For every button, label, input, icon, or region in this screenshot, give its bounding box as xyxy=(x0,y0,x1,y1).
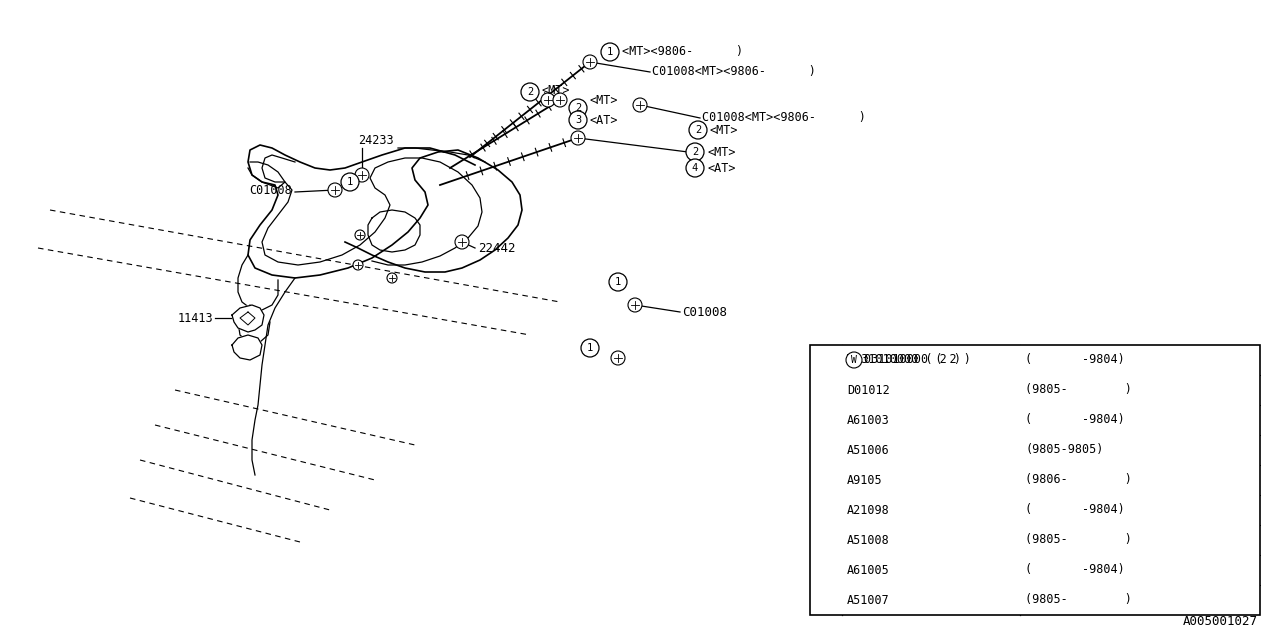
Text: <MT>: <MT> xyxy=(541,83,571,97)
Text: 2: 2 xyxy=(695,125,701,135)
Text: 11413: 11413 xyxy=(178,312,214,324)
Text: 2: 2 xyxy=(692,147,698,157)
Circle shape xyxy=(570,99,588,117)
Text: A51008: A51008 xyxy=(847,534,890,547)
Circle shape xyxy=(686,143,704,161)
Circle shape xyxy=(686,159,704,177)
Text: 1: 1 xyxy=(823,370,829,380)
Circle shape xyxy=(689,121,707,139)
Text: C01008: C01008 xyxy=(250,184,292,196)
Text: (       -9804): ( -9804) xyxy=(1025,563,1125,577)
Text: 1: 1 xyxy=(586,343,593,353)
Text: <MT><9806-      ): <MT><9806- ) xyxy=(622,45,744,58)
Text: W031010000 ( 2 ): W031010000 ( 2 ) xyxy=(847,353,961,367)
Circle shape xyxy=(581,339,599,357)
Text: 3: 3 xyxy=(823,520,829,530)
Circle shape xyxy=(387,273,397,283)
Text: C01008<MT><9806-      ): C01008<MT><9806- ) xyxy=(652,65,815,79)
Circle shape xyxy=(570,111,588,129)
Text: 1: 1 xyxy=(607,47,613,57)
Circle shape xyxy=(355,168,369,182)
Text: C01008: C01008 xyxy=(682,305,727,319)
Text: A9105: A9105 xyxy=(847,474,883,486)
Text: 4: 4 xyxy=(692,163,698,173)
Text: 2: 2 xyxy=(527,87,534,97)
Text: 3: 3 xyxy=(575,115,581,125)
Text: 1: 1 xyxy=(614,277,621,287)
Text: <MT>: <MT> xyxy=(708,145,736,159)
Circle shape xyxy=(355,230,365,240)
Text: 2: 2 xyxy=(575,103,581,113)
Text: <AT>: <AT> xyxy=(708,161,736,175)
Polygon shape xyxy=(232,335,262,360)
Bar xyxy=(810,345,1260,615)
Text: (       -9804): ( -9804) xyxy=(1025,413,1125,426)
Text: (       -9804): ( -9804) xyxy=(1025,353,1125,367)
Text: <AT>: <AT> xyxy=(590,113,618,127)
Text: 24233: 24233 xyxy=(358,134,394,147)
Text: (9805-9805): (9805-9805) xyxy=(1025,444,1103,456)
Circle shape xyxy=(846,352,861,368)
Text: (9805-        ): (9805- ) xyxy=(1025,534,1132,547)
Text: A005001027: A005001027 xyxy=(1183,615,1258,628)
Circle shape xyxy=(634,98,646,112)
Text: W: W xyxy=(851,355,856,365)
Circle shape xyxy=(521,83,539,101)
Circle shape xyxy=(817,365,836,385)
Circle shape xyxy=(541,93,556,107)
Text: D01012: D01012 xyxy=(847,383,890,397)
Circle shape xyxy=(817,440,836,460)
Circle shape xyxy=(353,260,364,270)
Text: C01008<MT><9806-      ): C01008<MT><9806- ) xyxy=(701,111,865,125)
Circle shape xyxy=(340,173,358,191)
Text: A61003: A61003 xyxy=(847,413,890,426)
Text: (9806-        ): (9806- ) xyxy=(1025,474,1132,486)
Circle shape xyxy=(553,93,567,107)
Circle shape xyxy=(611,351,625,365)
Polygon shape xyxy=(232,305,264,332)
Text: (9805-        ): (9805- ) xyxy=(1025,593,1132,607)
Text: 2: 2 xyxy=(823,445,829,455)
Text: A61005: A61005 xyxy=(847,563,890,577)
Circle shape xyxy=(817,575,836,595)
Text: (       -9804): ( -9804) xyxy=(1025,504,1125,516)
Text: 1: 1 xyxy=(347,177,353,187)
Text: A51006: A51006 xyxy=(847,444,890,456)
Circle shape xyxy=(602,43,620,61)
Circle shape xyxy=(328,183,342,197)
Text: A21098: A21098 xyxy=(847,504,890,516)
Text: (9805-        ): (9805- ) xyxy=(1025,383,1132,397)
Text: <MT>: <MT> xyxy=(590,93,618,106)
Circle shape xyxy=(817,515,836,535)
Circle shape xyxy=(454,235,468,249)
Text: <MT>: <MT> xyxy=(710,124,739,136)
Text: 031010000 ( 2 ): 031010000 ( 2 ) xyxy=(864,353,970,367)
Circle shape xyxy=(628,298,643,312)
Circle shape xyxy=(582,55,596,69)
Text: 22442: 22442 xyxy=(477,241,516,255)
Circle shape xyxy=(609,273,627,291)
Text: A51007: A51007 xyxy=(847,593,890,607)
Circle shape xyxy=(571,131,585,145)
Text: 4: 4 xyxy=(823,580,829,590)
